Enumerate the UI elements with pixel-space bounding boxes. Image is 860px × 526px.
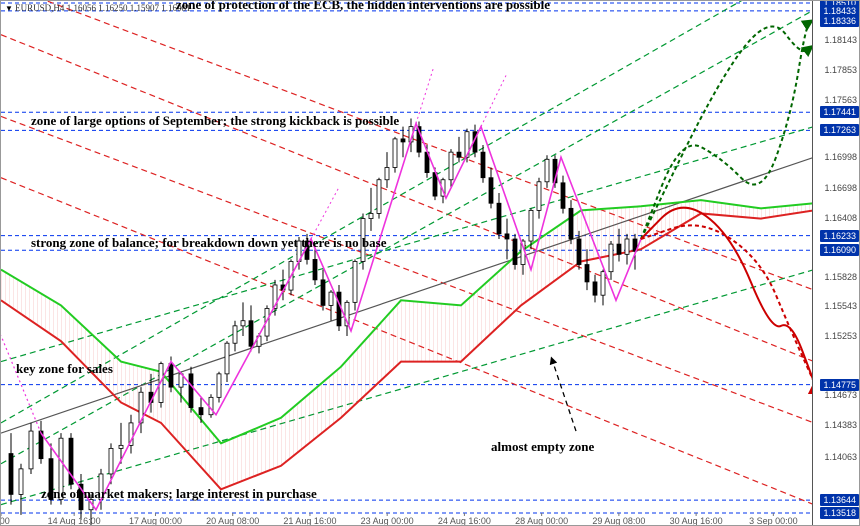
svg-text:30 Aug 16:00: 30 Aug 16:00 [670,516,723,526]
symbol-header: ▼ EURUSD,H4 1.16056 1.16250 1.15907 1.16… [5,3,190,13]
price-label: 1.13644 [820,494,859,506]
y-tick: 1.17563 [824,95,857,105]
svg-text:24 Aug 16:00: 24 Aug 16:00 [438,516,491,526]
y-tick: 1.14673 [824,390,857,400]
price-label: 1.17441 [820,106,859,118]
y-tick: 1.15828 [824,272,857,282]
svg-text:17 Aug 00:00: 17 Aug 00:00 [129,516,182,526]
y-tick: 1.16408 [824,213,857,223]
svg-text:3 Sep 00:00: 3 Sep 00:00 [749,516,798,526]
svg-text:8:00: 8:00 [1,516,10,526]
svg-text:14 Aug 16:00: 14 Aug 16:00 [48,516,101,526]
price-label: 1.17263 [820,124,859,136]
price-label: 1.18336 [820,15,859,27]
y-tick: 1.16698 [824,183,857,193]
y-axis: 1.185101.181431.178531.175631.169981.166… [812,1,859,526]
svg-text:20 Aug 08:00: 20 Aug 08:00 [206,516,259,526]
svg-text:23 Aug 00:00: 23 Aug 00:00 [361,516,414,526]
symbol-text: EURUSD,H4 [15,3,64,13]
svg-text:21 Aug 16:00: 21 Aug 16:00 [283,516,336,526]
svg-text:29 Aug 08:00: 29 Aug 08:00 [592,516,645,526]
price-label: 1.16090 [820,244,859,256]
y-tick: 1.14383 [824,420,857,430]
symbol-arrow-icon: ▼ [5,4,13,13]
chart-container: 8:00 14 Aug 16:00 17 Aug 00:00 20 Aug 08:00… [0,0,860,526]
y-tick: 1.14063 [824,452,857,462]
y-tick: 1.16998 [824,152,857,162]
price-label: 1.13518 [820,507,859,519]
price-label: 1.16233 [820,230,859,242]
y-tick: 1.15543 [824,301,857,311]
price-label: 1.14775 [820,379,859,391]
y-tick: 1.17853 [824,65,857,75]
y-tick: 1.15253 [824,331,857,341]
ohlc-text: 1.16056 1.16250 1.15907 1.16081 [67,3,191,13]
y-tick: 1.18143 [824,35,857,45]
svg-text:28 Aug 00:00: 28 Aug 00:00 [515,516,568,526]
plot-area[interactable]: 8:00 14 Aug 16:00 17 Aug 00:00 20 Aug 08:00… [1,1,814,526]
